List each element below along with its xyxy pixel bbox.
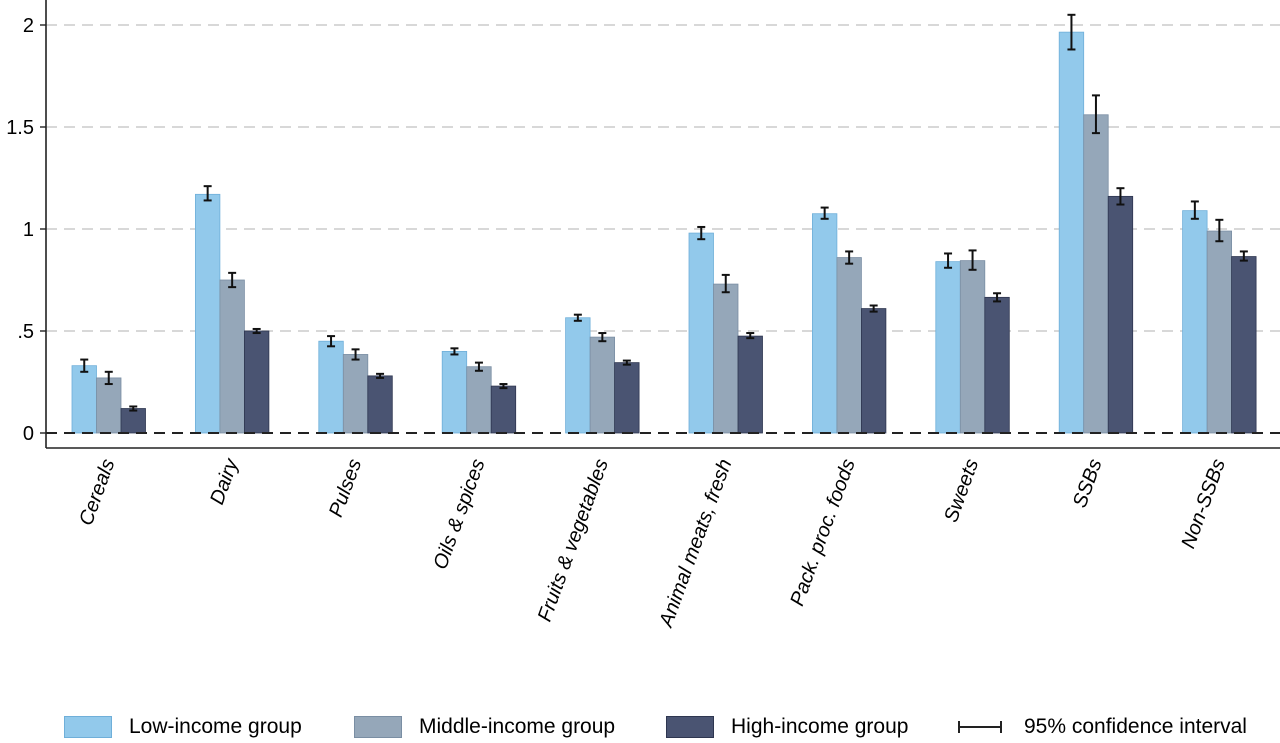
y-tick-label-1: .5 bbox=[17, 321, 34, 343]
legend-label-high-income: High-income group bbox=[731, 714, 909, 738]
bar-low-2 bbox=[318, 340, 344, 434]
x-tick-label-0: Cereals bbox=[75, 456, 119, 528]
bar-high-9 bbox=[1231, 256, 1257, 434]
legend-item-middle-income: Middle-income group bbox=[354, 710, 615, 743]
x-tick-label-6: Pack. proc. foods bbox=[786, 456, 860, 609]
bar-middle-1 bbox=[219, 279, 245, 434]
legend-item-high-income: High-income group bbox=[666, 710, 908, 743]
y-tick-label-2: 1 bbox=[23, 219, 34, 241]
legend-item-low-income: Low-income group bbox=[64, 710, 302, 743]
confidence-interval-icon bbox=[958, 720, 1002, 734]
bar-high-1 bbox=[243, 330, 270, 434]
bar-high-8 bbox=[1107, 195, 1134, 434]
legend-label-middle-income: Middle-income group bbox=[419, 714, 616, 738]
bar-middle-4 bbox=[589, 336, 615, 434]
bar-middle-6 bbox=[836, 257, 862, 434]
bar-middle-9 bbox=[1206, 230, 1232, 434]
legend-swatch-high-income bbox=[666, 715, 714, 738]
legend-label-confidence-interval: 95% confidence interval bbox=[1024, 714, 1247, 738]
legend-swatch-low-income bbox=[64, 715, 112, 738]
bar-low-5 bbox=[688, 232, 714, 434]
x-tick-label-1: Dairy bbox=[206, 455, 243, 507]
bar-low-0 bbox=[71, 365, 97, 434]
bar-high-2 bbox=[367, 375, 393, 434]
x-tick-label-9: Non-SSBs bbox=[1177, 456, 1230, 551]
bar-low-1 bbox=[194, 193, 221, 434]
bar-middle-5 bbox=[713, 283, 739, 434]
bar-high-7 bbox=[984, 296, 1010, 434]
bar-low-7 bbox=[935, 261, 961, 434]
bar-low-3 bbox=[441, 350, 468, 434]
x-tick-label-5: Animal meats, fresh bbox=[655, 456, 736, 631]
bar-chart: 0 .5 1 1.5 2 Cereals Dairy Pulses Oils & spices F… bbox=[6, 0, 1280, 631]
bar-middle-0 bbox=[96, 377, 122, 434]
legend: Low-income group Middle-income group Hig… bbox=[0, 710, 1280, 743]
y-tick-label-0: 0 bbox=[23, 423, 34, 445]
bar-middle-8 bbox=[1083, 114, 1109, 434]
x-tick-label-2: Pulses bbox=[325, 456, 366, 520]
x-tick-label-7: Sweets bbox=[940, 456, 983, 525]
x-tick-label-3: Oils & spices bbox=[429, 456, 489, 572]
x-tick-label-4: Fruits & vegetables bbox=[534, 456, 613, 624]
bar-high-6 bbox=[861, 308, 887, 434]
legend-item-confidence-interval: 95% confidence interval bbox=[958, 710, 1247, 743]
bar-low-8 bbox=[1058, 31, 1085, 434]
bar-high-0 bbox=[120, 408, 146, 434]
bar-high-3 bbox=[490, 385, 517, 434]
legend-swatch-middle-income bbox=[354, 715, 402, 738]
bar-low-6 bbox=[812, 213, 838, 434]
legend-label-low-income: Low-income group bbox=[129, 714, 302, 738]
y-tick-label-3: 1.5 bbox=[6, 117, 34, 139]
bar-middle-2 bbox=[342, 354, 369, 434]
bar-high-5 bbox=[737, 335, 763, 434]
bar-low-9 bbox=[1182, 210, 1208, 434]
y-tick-label-4: 2 bbox=[23, 15, 34, 37]
bar-low-4 bbox=[565, 317, 591, 434]
bar-middle-3 bbox=[466, 366, 492, 434]
bar-high-4 bbox=[614, 362, 640, 434]
bar-middle-7 bbox=[959, 260, 986, 434]
x-tick-label-8: SSBs bbox=[1069, 456, 1107, 511]
